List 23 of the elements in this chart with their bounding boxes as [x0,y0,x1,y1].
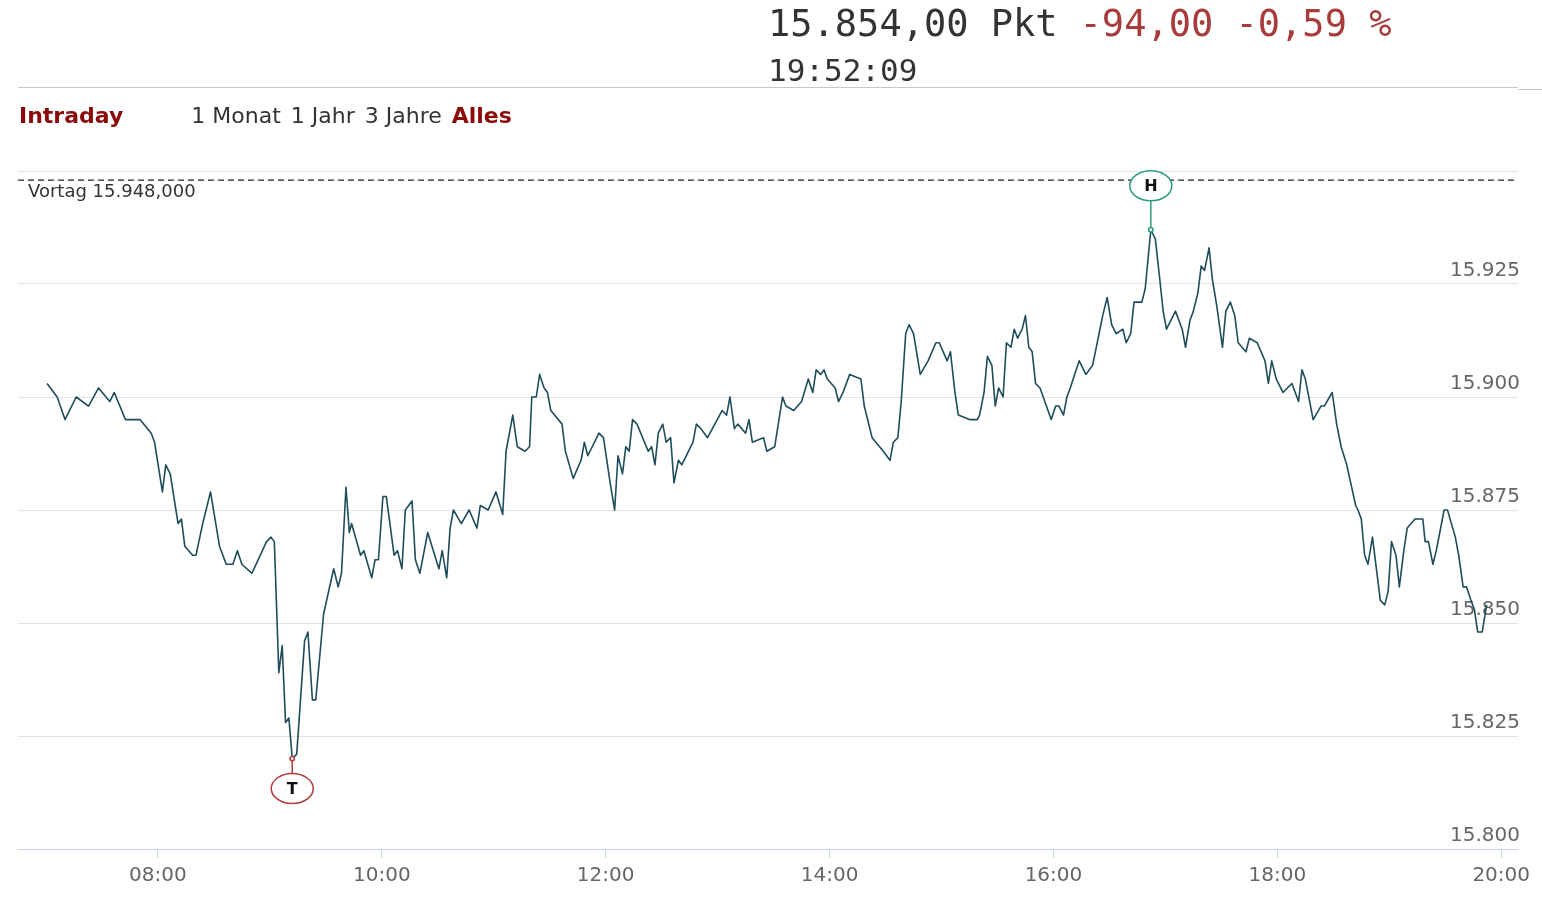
y-tick-label: 15.825 [1450,709,1520,734]
x-tick-label: 12:00 [576,862,635,887]
x-tick-label: 14:00 [800,862,859,887]
text: 1 Monat [191,103,281,128]
text: Alles [451,103,512,128]
text: -94,00 -0,59 % [1079,2,1392,45]
x-tick-label: 16:00 [1024,862,1083,887]
chart-title: 15.854,00 Pkt [768,2,1058,45]
ref-line-label: Vortag 15.948,000 [28,179,196,201]
y-tick-label: 15.925 [1450,257,1520,282]
y-tick-label: 15.900 [1450,370,1520,395]
x-tick-label: 10:00 [352,862,411,887]
annotation: H [1144,175,1158,195]
text: Intraday [19,103,124,128]
y-tick-label: 15.875 [1450,483,1520,508]
x-tick-label: 08:00 [129,862,187,887]
x-tick-label: 20:00 [1472,862,1531,887]
text: 1 Jahr [290,103,355,128]
chart-subtitle: 19:52:09 [768,52,918,88]
y-tick-label: 15.800 [1450,822,1520,847]
annotation: T [286,778,298,798]
x-tick-label: 18:00 [1248,862,1307,887]
text: 3 Jahre [364,103,442,128]
